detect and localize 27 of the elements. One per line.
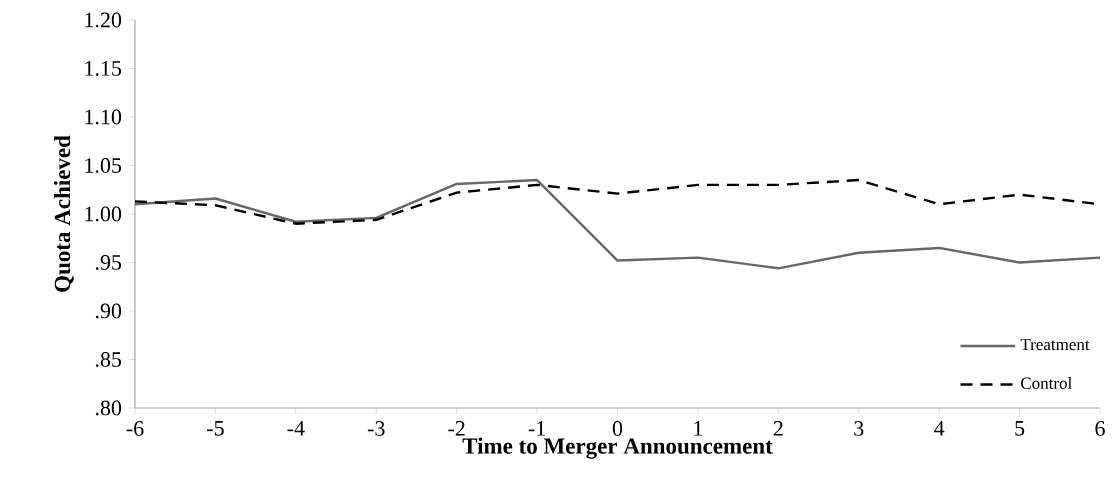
y-tick-label: .85	[95, 352, 122, 367]
x-tick-label: -4	[287, 421, 305, 436]
x-axis-title: Time to Merger Announcement	[462, 437, 773, 459]
x-tick-label: 4	[934, 421, 945, 436]
x-tick-label: -1	[528, 421, 545, 436]
y-tick-label: .90	[95, 303, 122, 319]
x-tick-label: 0	[612, 421, 623, 436]
y-tick-label: 1.10	[85, 109, 122, 125]
x-tick-label: 5	[1015, 421, 1025, 436]
y-tick-label: 1.00	[85, 206, 122, 222]
x-tick-label: -6	[126, 421, 144, 436]
x-tick-label: -2	[448, 421, 465, 436]
y-tick-label: .95	[95, 255, 122, 270]
line-series	[133, 178, 1102, 270]
x-tick-label: 2	[773, 421, 783, 436]
x-tick-label: 3	[854, 421, 864, 436]
x-tick-label: 6	[1095, 421, 1105, 436]
x-tick-label: 1	[694, 421, 703, 436]
y-axis-title: Quota Achieved	[54, 135, 74, 292]
legend-label: Treatment	[1020, 338, 1090, 351]
x-tick-label: -5	[207, 421, 224, 436]
y-tick-label: 1.20	[85, 12, 122, 28]
y-tick-label: .80	[95, 400, 122, 416]
legend-label: Control	[1021, 377, 1072, 389]
x-tick-label: -3	[367, 421, 385, 436]
y-tick-label: 1.05	[85, 158, 122, 173]
y-tick-label: 1.15	[85, 61, 122, 76]
